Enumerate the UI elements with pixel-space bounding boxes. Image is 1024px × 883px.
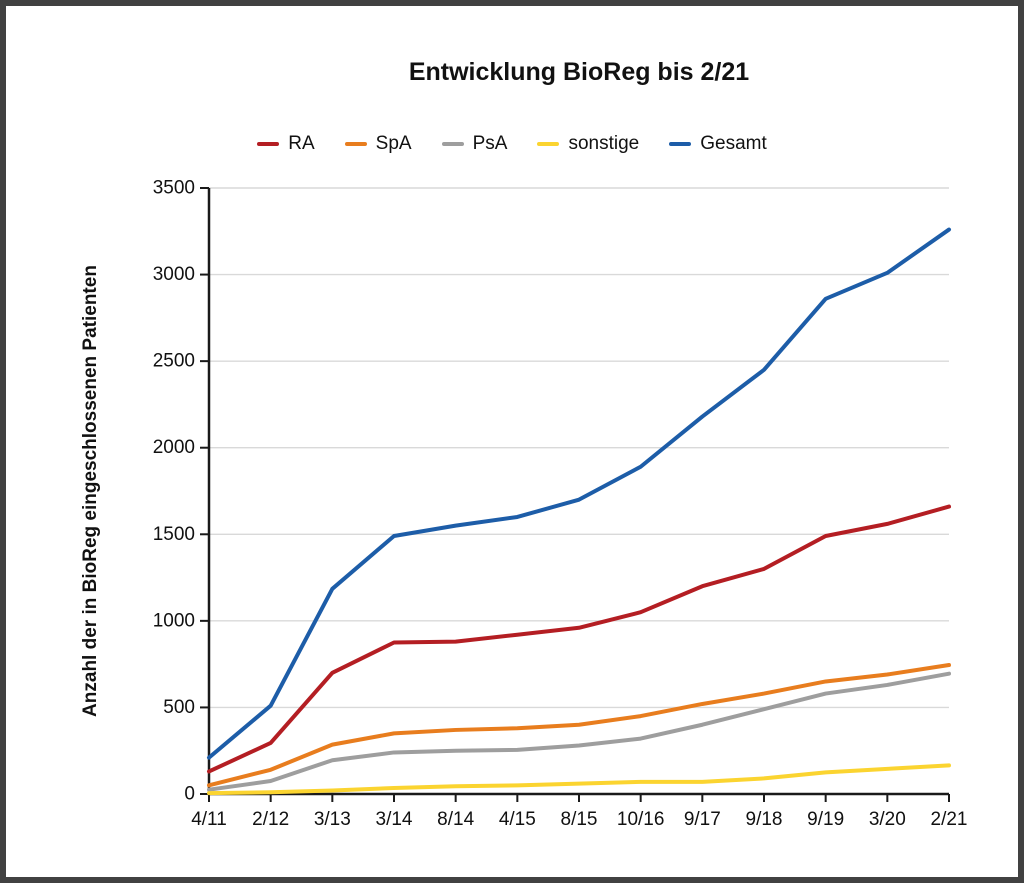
series-line-sonstige [207, 763, 951, 796]
legend-swatch-Gesamt [669, 142, 692, 146]
x-tick-label: 3/20 [869, 809, 906, 830]
legend-label: SpA [375, 133, 412, 154]
legend-label: PsA [472, 133, 508, 154]
x-tick-label: 9/17 [684, 809, 721, 830]
x-tick-label: 10/16 [617, 809, 665, 830]
series-line-SpA [207, 663, 951, 788]
x-tick-label: 2/12 [252, 809, 289, 830]
x-tick-label: 4/11 [191, 809, 227, 830]
x-tick-label: 9/18 [746, 809, 783, 830]
legend-label: Gesamt [700, 133, 767, 154]
y-tick-label: 1500 [153, 524, 195, 545]
legend-item-SpA: SpA [344, 133, 412, 155]
y-tick-label: 3000 [153, 264, 195, 285]
series-line-Gesamt [207, 227, 951, 760]
y-tick-label: 3500 [153, 178, 195, 199]
y-tick-label: 1000 [153, 610, 195, 631]
x-tick-label: 4/15 [499, 809, 536, 830]
legend-swatch-SpA [344, 142, 367, 146]
x-tick-label: 3/14 [376, 809, 413, 830]
series-line-RA [207, 504, 951, 774]
x-tick-label: 9/19 [807, 809, 844, 830]
x-tick-label: 8/15 [561, 809, 598, 830]
x-tick-label: 8/14 [437, 809, 474, 830]
legend: RA SpA PsA sonstige Gesamt [6, 133, 1018, 155]
x-tick-label: 3/13 [314, 809, 351, 830]
legend-label: sonstige [568, 133, 640, 154]
y-tick-label: 0 [184, 784, 195, 805]
legend-swatch-RA [257, 142, 280, 146]
series-line-PsA [207, 671, 951, 792]
legend-item-Gesamt: Gesamt [669, 133, 767, 155]
legend-swatch-PsA [441, 142, 464, 146]
line-chart: 0 500 1000 1500 2000 2500 3000 3500 4/11 2/12 3/13… [153, 178, 968, 831]
x-tick-label: 2/21 [931, 809, 968, 830]
y-tick-label: 500 [163, 697, 195, 718]
legend-item-sonstige: sonstige [537, 133, 639, 155]
legend-label: RA [288, 133, 315, 154]
y-tick-label: 2000 [153, 437, 195, 458]
legend-item-PsA: PsA [441, 133, 508, 155]
legend-item-RA: RA [257, 133, 315, 155]
chart-title: Entwicklung BioReg bis 2/21 [408, 58, 750, 86]
legend-swatch-sonstige [537, 142, 560, 146]
y-tick-label: 2500 [153, 351, 195, 372]
